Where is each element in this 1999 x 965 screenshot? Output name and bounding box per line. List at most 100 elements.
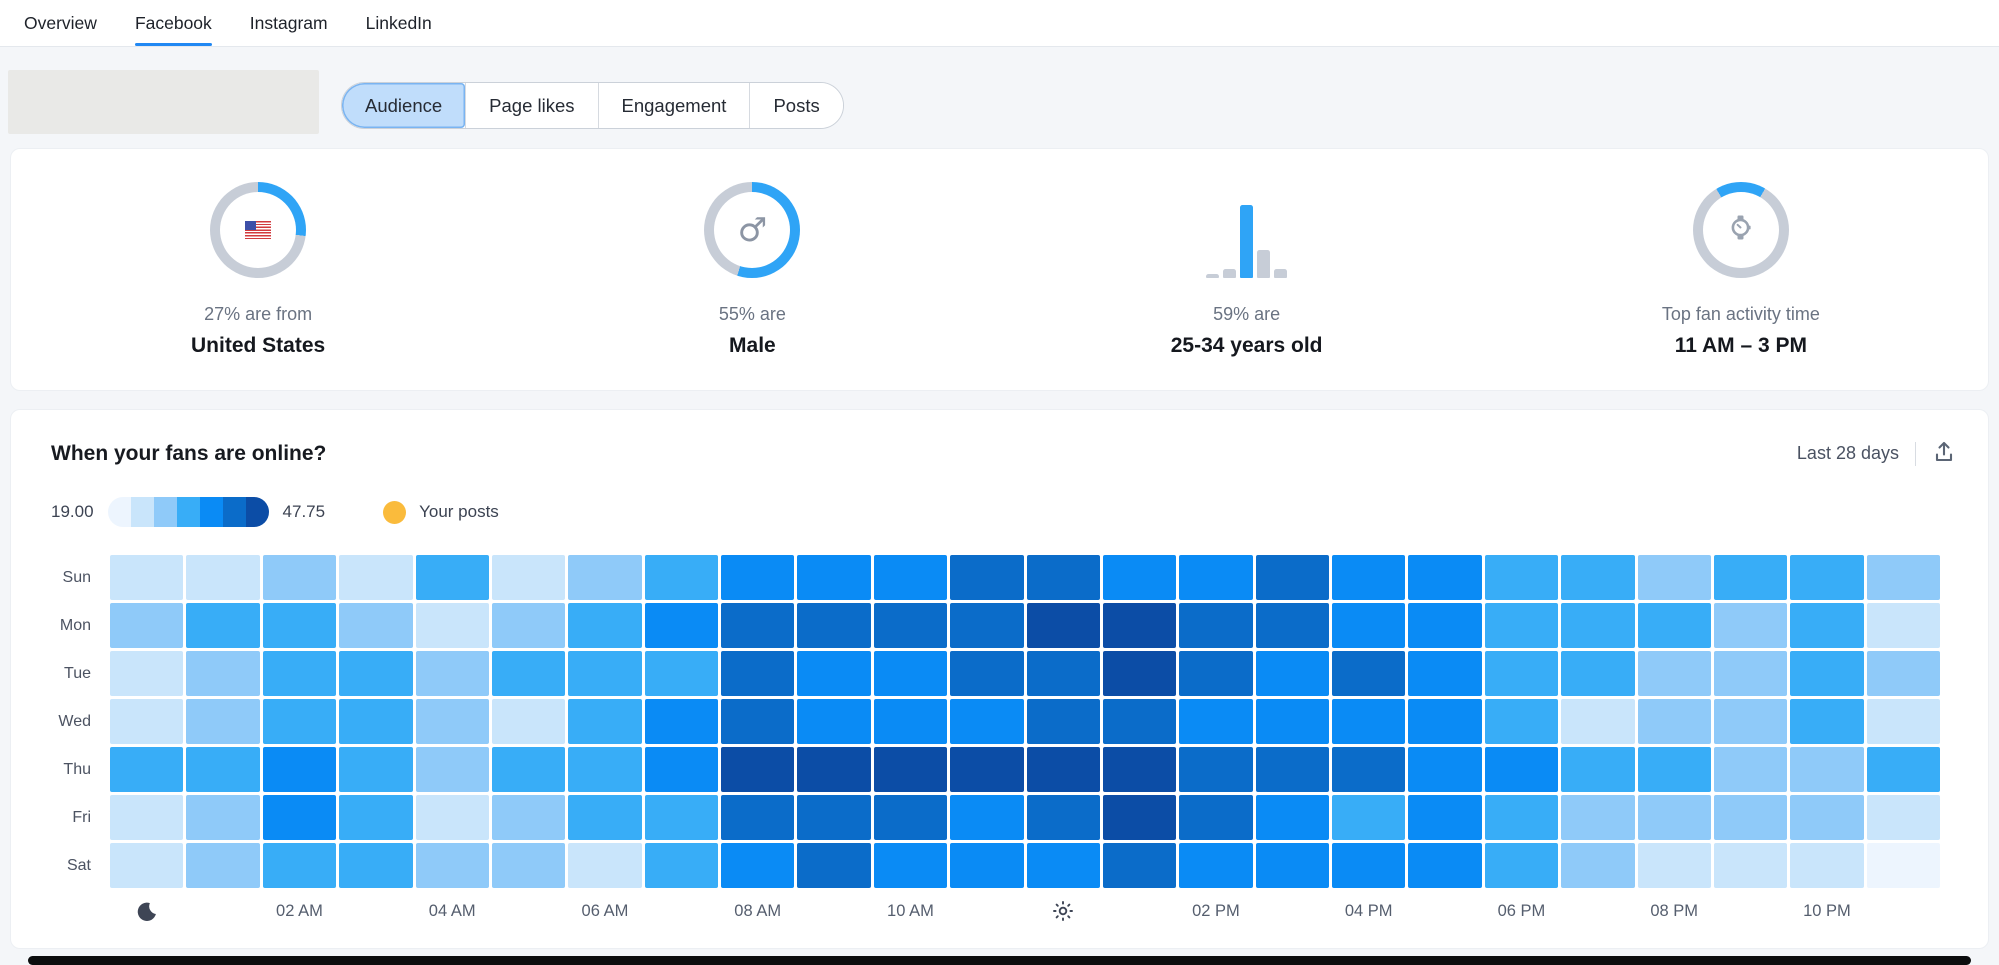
audience-stats-card: 27% are fromUnited States♂55% areMale59%…	[10, 148, 1989, 391]
nav-tab-facebook[interactable]: Facebook	[135, 0, 212, 46]
nav-tab-instagram[interactable]: Instagram	[250, 0, 328, 46]
time-axis-label: 10 PM	[1790, 896, 1863, 926]
stat-caption: 59% are	[1000, 304, 1494, 325]
heatmap-cell	[1561, 795, 1634, 840]
heatmap-cell	[950, 651, 1023, 696]
heatmap-cell	[1790, 795, 1863, 840]
heatmap-cell	[110, 699, 183, 744]
heatmap-cell	[186, 843, 259, 888]
heatmap-cell	[1027, 795, 1100, 840]
stat-value: United States	[11, 334, 505, 358]
heatmap-cell	[1332, 699, 1405, 744]
time-axis-label: 04 AM	[416, 896, 489, 926]
heatmap-cell	[874, 747, 947, 792]
nav-tab-linkedin[interactable]: LinkedIn	[366, 0, 432, 46]
heatmap-cell	[492, 843, 565, 888]
heatmap-cell	[416, 795, 489, 840]
heatmap-cell	[1408, 747, 1481, 792]
heatmap-cell	[263, 747, 336, 792]
section-tabs: AudiencePage likesEngagementPosts	[341, 82, 844, 129]
heatmap-cell	[1256, 795, 1329, 840]
heatmap-cell	[1867, 747, 1940, 792]
heatmap-cell	[568, 843, 641, 888]
heatmap-cell	[263, 603, 336, 648]
donut-chart: ♂	[704, 182, 800, 278]
heatmap-cell	[416, 843, 489, 888]
heatmap-cell	[1332, 795, 1405, 840]
age-bar	[1274, 269, 1287, 278]
heatmap-cell	[416, 699, 489, 744]
heatmap-cell	[416, 555, 489, 600]
heatmap-cell	[721, 555, 794, 600]
stat-caption: 27% are from	[11, 304, 505, 325]
heatmap-cell	[492, 795, 565, 840]
heatmap-cell	[492, 555, 565, 600]
heatmap-cell	[1867, 699, 1940, 744]
age-bar	[1223, 269, 1236, 278]
heatmap-cell	[1638, 795, 1711, 840]
legend-swatch-2	[131, 497, 154, 527]
heatmap-cell	[1103, 795, 1176, 840]
legend-swatch-1	[108, 497, 131, 527]
heatmap-cell	[1561, 603, 1634, 648]
time-axis-label: 10 AM	[874, 896, 947, 926]
heatmap-cell	[797, 795, 870, 840]
heatmap-cell	[339, 651, 412, 696]
heatmap-cell	[110, 603, 183, 648]
heatmap-cell	[721, 603, 794, 648]
heatmap-cell	[797, 843, 870, 888]
donut-hole	[1703, 192, 1779, 268]
legend-swatch-6	[223, 497, 246, 527]
heatmap-cell	[1790, 699, 1863, 744]
heatmap-cell	[339, 603, 412, 648]
time-axis-label: 06 AM	[568, 896, 641, 926]
heatmap-day-label: Sat	[19, 843, 107, 888]
heatmap-cell	[1790, 555, 1863, 600]
export-button[interactable]	[1932, 440, 1956, 467]
sun-icon	[1027, 896, 1100, 926]
legend-swatch-3	[154, 497, 177, 527]
heatmap-cell	[1332, 651, 1405, 696]
heatmap-cell	[263, 843, 336, 888]
heatmap-cell	[1179, 603, 1252, 648]
heatmap-cell	[645, 699, 718, 744]
heatmap-cell	[339, 699, 412, 744]
heatmap-cell	[339, 747, 412, 792]
heatmap-cell	[1867, 843, 1940, 888]
tab-page-likes[interactable]: Page likes	[465, 83, 597, 128]
stat-visual	[1494, 182, 1988, 278]
heatmap-cell	[874, 843, 947, 888]
heatmap-cell	[110, 651, 183, 696]
heatmap-day-label: Thu	[19, 747, 107, 792]
heatmap-cell	[1790, 651, 1863, 696]
heatmap-cell	[1714, 651, 1787, 696]
stat-caption: Top fan activity time	[1494, 304, 1988, 325]
heatmap-cell	[492, 603, 565, 648]
heatmap-cell	[186, 699, 259, 744]
heatmap-cell	[645, 555, 718, 600]
heatmap-cell	[1408, 843, 1481, 888]
heatmap-cell	[263, 555, 336, 600]
tab-engagement[interactable]: Engagement	[598, 83, 750, 128]
donut-hole	[220, 192, 296, 268]
heatmap-cell	[645, 843, 718, 888]
tab-posts[interactable]: Posts	[749, 83, 842, 128]
tab-audience[interactable]: Audience	[342, 83, 465, 128]
stat-11-am-3-pm: Top fan activity time11 AM – 3 PM	[1494, 182, 1988, 358]
heatmap-cell	[1638, 843, 1711, 888]
heatmap-cell	[1179, 843, 1252, 888]
heatmap-cell	[1561, 843, 1634, 888]
donut-chart	[210, 182, 306, 278]
heatmap-cell	[568, 603, 641, 648]
sub-header: AudiencePage likesEngagementPosts	[0, 47, 1999, 148]
heatmap-cell	[1485, 651, 1558, 696]
nav-tab-overview[interactable]: Overview	[24, 0, 97, 46]
heatmap-cell	[721, 699, 794, 744]
heatmap-cell	[950, 699, 1023, 744]
heatmap-cell	[1714, 555, 1787, 600]
fans-online-title: When your fans are online?	[51, 442, 326, 466]
heatmap-cell	[110, 555, 183, 600]
your-posts-dot	[383, 501, 406, 524]
heatmap-cell	[1256, 843, 1329, 888]
heatmap-cell	[186, 603, 259, 648]
